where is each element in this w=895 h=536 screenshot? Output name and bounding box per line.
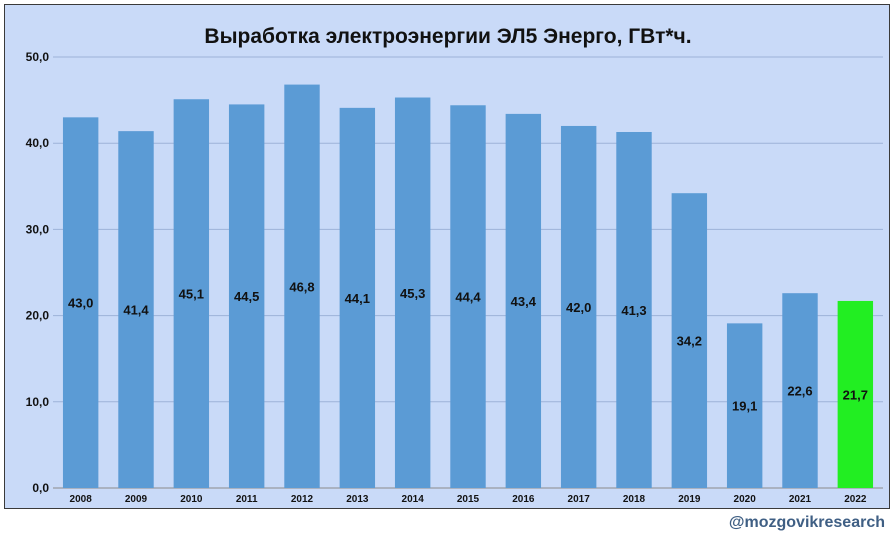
bar xyxy=(284,84,320,489)
bar xyxy=(339,107,376,488)
y-tick-label: 30,0 xyxy=(26,222,50,236)
x-tick-label: 2009 xyxy=(125,494,148,505)
x-tick-label: 2010 xyxy=(180,494,203,505)
data-label: 46,8 xyxy=(289,279,314,294)
chart-frame: Выработка электроэнергии ЭЛ5 Энерго, ГВт… xyxy=(4,4,890,509)
x-tick-label: 2012 xyxy=(291,494,314,505)
x-tick-label: 2016 xyxy=(512,494,535,505)
x-tick-label: 2021 xyxy=(789,494,812,505)
x-tick-label: 2015 xyxy=(457,494,480,505)
data-label: 21,7 xyxy=(843,387,868,402)
x-tick-label: 2011 xyxy=(236,494,258,505)
x-tick-label: 2019 xyxy=(678,494,701,505)
bar xyxy=(450,105,486,488)
watermark: @mozgovikresearch xyxy=(728,514,885,531)
data-label: 43,0 xyxy=(68,296,93,311)
data-label: 41,3 xyxy=(621,303,646,318)
x-tick-label: 2018 xyxy=(623,494,646,505)
y-tick-label: 40,0 xyxy=(26,136,50,150)
data-label: 45,3 xyxy=(400,286,425,301)
data-label: 19,1 xyxy=(732,399,757,414)
data-label: 44,4 xyxy=(455,290,481,305)
bar xyxy=(228,104,265,488)
y-tick-label: 50,0 xyxy=(26,50,50,64)
x-tick-label: 2008 xyxy=(70,494,93,505)
bar xyxy=(173,99,210,488)
bar xyxy=(560,125,597,489)
data-label: 34,2 xyxy=(677,334,702,349)
data-label: 44,1 xyxy=(345,291,370,306)
x-tick-label: 2017 xyxy=(568,494,591,505)
bar xyxy=(726,323,763,488)
data-label: 41,4 xyxy=(123,303,149,318)
chart-title: Выработка электроэнергии ЭЛ5 Энерго, ГВт… xyxy=(204,25,692,48)
bar xyxy=(118,131,154,488)
x-tick-label: 2022 xyxy=(844,494,867,505)
bar xyxy=(616,131,652,488)
bar xyxy=(837,300,874,488)
x-tick-label: 2013 xyxy=(346,494,369,505)
y-tick-label: 20,0 xyxy=(26,309,50,323)
data-label: 45,1 xyxy=(179,287,204,302)
x-tick-label: 2020 xyxy=(734,494,757,505)
data-label: 22,6 xyxy=(787,384,812,399)
y-tick-label: 0,0 xyxy=(32,481,49,495)
data-label: 42,0 xyxy=(566,300,591,315)
x-tick-label: 2014 xyxy=(402,494,425,505)
bar xyxy=(394,97,431,488)
bar xyxy=(62,117,99,488)
y-tick-label: 10,0 xyxy=(26,395,50,409)
bar xyxy=(782,293,818,488)
data-label: 43,4 xyxy=(511,294,537,309)
bar-chart: 0,0 10,0 20,0 30,0 40,0 50,0 43,0 2008 41,4 2009 4… xyxy=(26,50,883,505)
data-label: 44,5 xyxy=(234,289,259,304)
bar xyxy=(671,193,708,489)
bar xyxy=(505,113,542,488)
